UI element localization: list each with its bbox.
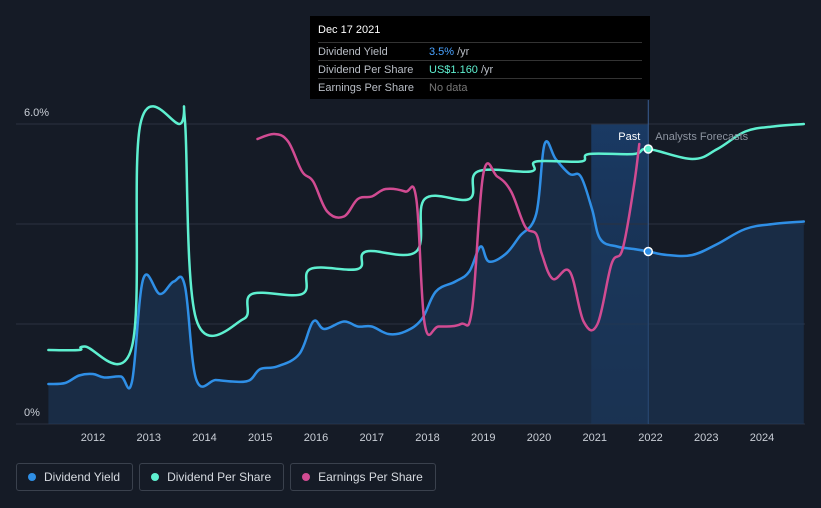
legend-item-earnings-per-share[interactable]: Earnings Per Share xyxy=(290,463,436,491)
tooltip-label: Dividend Yield xyxy=(318,45,388,58)
legend-dot-icon xyxy=(151,473,160,481)
x-tick-label: 2017 xyxy=(360,432,384,444)
tooltip-date: Dec 17 2021 xyxy=(318,24,381,36)
tooltip-row-dividend-yield: Dividend Yield 3.5% /yr xyxy=(318,42,642,60)
x-tick-label: 2014 xyxy=(192,432,216,444)
x-tick-label: 2019 xyxy=(471,432,495,444)
legend-item-dividend-per-share[interactable]: Dividend Per Share xyxy=(139,463,285,491)
x-tick-label: 2020 xyxy=(527,432,551,444)
x-tick-label: 2022 xyxy=(638,432,662,444)
y-tick-label: 6.0% xyxy=(24,107,49,119)
tooltip-value: 3.5% xyxy=(429,45,455,58)
x-tick-label: 2021 xyxy=(583,432,607,444)
tooltip-row-earnings-per-share: Earnings Per Share No data xyxy=(318,78,642,96)
legend-item-dividend-yield[interactable]: Dividend Yield xyxy=(16,463,134,491)
tooltip-row-dividend-per-share: Dividend Per Share US$1.160 /yr xyxy=(318,60,642,78)
x-tick-label: 2013 xyxy=(137,432,161,444)
x-tick-label: 2024 xyxy=(750,432,774,444)
dividend-yield-line xyxy=(47,140,806,390)
past-label: Past xyxy=(618,131,640,143)
legend-dot-icon xyxy=(302,473,311,481)
legend-label: Dividend Per Share xyxy=(167,470,272,484)
earnings-per-share-line xyxy=(256,132,641,337)
x-tick-label: 2018 xyxy=(415,432,439,444)
x-tick-label: 2015 xyxy=(248,432,272,444)
x-tick-label: 2023 xyxy=(694,432,718,444)
x-tick-label: 2012 xyxy=(81,432,105,444)
tooltip-label: Earnings Per Share xyxy=(318,81,414,94)
legend-dot-icon xyxy=(28,473,36,481)
tooltip-label: Dividend Per Share xyxy=(318,63,414,76)
forecast-label: Analysts Forecasts xyxy=(655,131,748,143)
tooltip-value: No data xyxy=(429,81,468,94)
x-tick-label: 2016 xyxy=(304,432,328,444)
dividend-yield-area xyxy=(48,141,804,424)
legend-label: Earnings Per Share xyxy=(318,470,423,484)
legend-label: Dividend Yield xyxy=(44,470,121,484)
dividend-per-share-marker xyxy=(643,144,654,154)
chart-tooltip: Dec 17 2021 Dividend Yield 3.5% /yr Divi… xyxy=(310,16,650,99)
tooltip-value: US$1.160 xyxy=(429,63,478,76)
tooltip-unit: /yr xyxy=(480,63,494,76)
y-tick-label: 0% xyxy=(24,407,40,419)
dividend-yield-marker xyxy=(643,246,654,257)
tooltip-unit: /yr xyxy=(457,45,470,58)
chart-legend: Dividend Yield Dividend Per Share Earnin… xyxy=(16,463,436,491)
